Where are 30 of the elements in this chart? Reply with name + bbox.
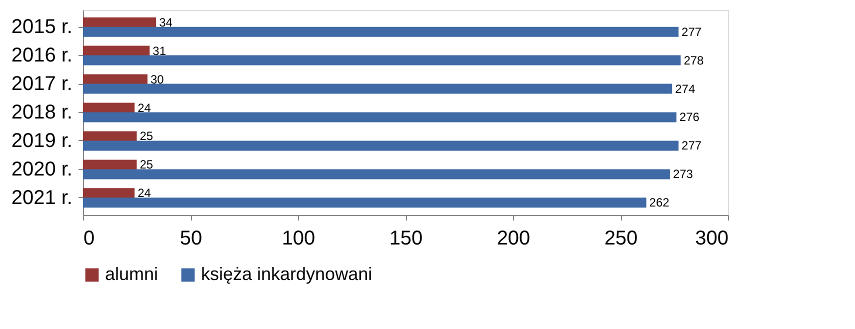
x-tick-label: 100 <box>282 228 316 250</box>
data-label: 31 <box>152 44 166 58</box>
data-label: 273 <box>672 167 694 182</box>
y-tick-label: 2018 r. <box>11 102 72 124</box>
x-tick-label: 50 <box>180 228 202 250</box>
data-label: 25 <box>140 158 154 172</box>
y-tick-label: 2015 r. <box>11 16 72 38</box>
data-label: 34 <box>159 15 173 30</box>
data-label: 276 <box>679 110 700 124</box>
data-label: 274 <box>675 82 696 96</box>
data-label: 24 <box>138 100 152 115</box>
x-tick-label: 0 <box>84 228 95 250</box>
legend-label: księża inkardynowani <box>201 264 372 284</box>
data-label: 278 <box>684 53 704 68</box>
y-tick-label: 2019 r. <box>11 130 72 152</box>
data-label: 262 <box>649 196 670 210</box>
y-tick-label: 2020 r. <box>11 158 72 180</box>
y-tick-label: 2017 r. <box>11 73 72 96</box>
data-label: 30 <box>150 72 164 86</box>
data-label: 277 <box>682 138 702 153</box>
x-tick-label: 300 <box>695 228 728 250</box>
x-tick-label: 150 <box>389 228 423 250</box>
data-label: 24 <box>138 186 152 200</box>
x-tick-label: 250 <box>604 228 638 250</box>
data-label: 25 <box>140 129 154 144</box>
y-tick-label: 2016 r. <box>11 44 72 67</box>
x-tick-label: 200 <box>496 228 530 250</box>
legend-label: alumni <box>105 264 158 284</box>
y-tick-label: 2021 r. <box>11 186 72 209</box>
data-label: 277 <box>682 24 702 39</box>
